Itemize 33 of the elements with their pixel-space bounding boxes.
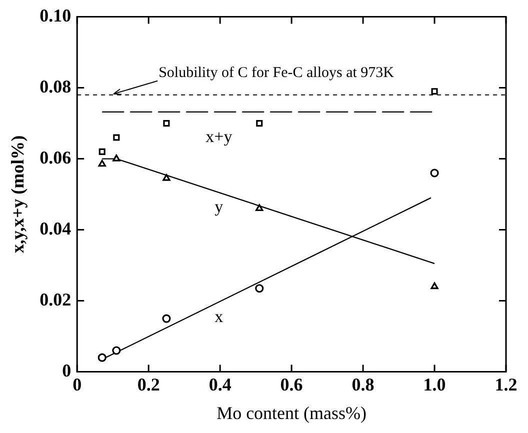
y-tick-label: 0.10: [40, 5, 72, 26]
y-tick-label: 0: [62, 360, 72, 380]
x-axis-title: Mo content (mass%): [216, 402, 367, 423]
y-tick-label: 0.02: [40, 289, 72, 310]
y-tick-label: 0.06: [40, 147, 72, 168]
series-label: y: [214, 196, 224, 216]
y-tick-label: 0.08: [40, 76, 72, 96]
point: [430, 282, 438, 290]
point: [162, 314, 171, 323]
point: [98, 353, 106, 362]
point: [255, 284, 264, 293]
point: [162, 174, 170, 181]
y-tick-label: 0.04: [40, 218, 72, 238]
point: [112, 154, 120, 162]
x-tick-label: 1.2: [494, 374, 518, 394]
point: [430, 168, 439, 178]
x-tick-label: 0.8: [352, 374, 374, 394]
point: [98, 148, 106, 155]
series-label: x+y: [206, 126, 233, 146]
y-axis-title: x,y,x+y (mol%): [7, 135, 28, 254]
ref-line-label: Solubility of C for Fe-C alloys at 973K: [158, 64, 394, 81]
x-tick-label: 0.2: [137, 374, 160, 394]
point: [163, 120, 170, 127]
x-tick-label: 1.0: [423, 374, 446, 394]
point: [113, 134, 120, 141]
x-tick-label: 0.6: [280, 374, 303, 394]
point: [256, 204, 264, 212]
point: [112, 346, 121, 355]
point: [431, 88, 438, 95]
point: [256, 120, 263, 127]
text: x: [214, 306, 224, 326]
point: [98, 160, 106, 167]
x-tick-label: 0.4: [208, 374, 232, 394]
